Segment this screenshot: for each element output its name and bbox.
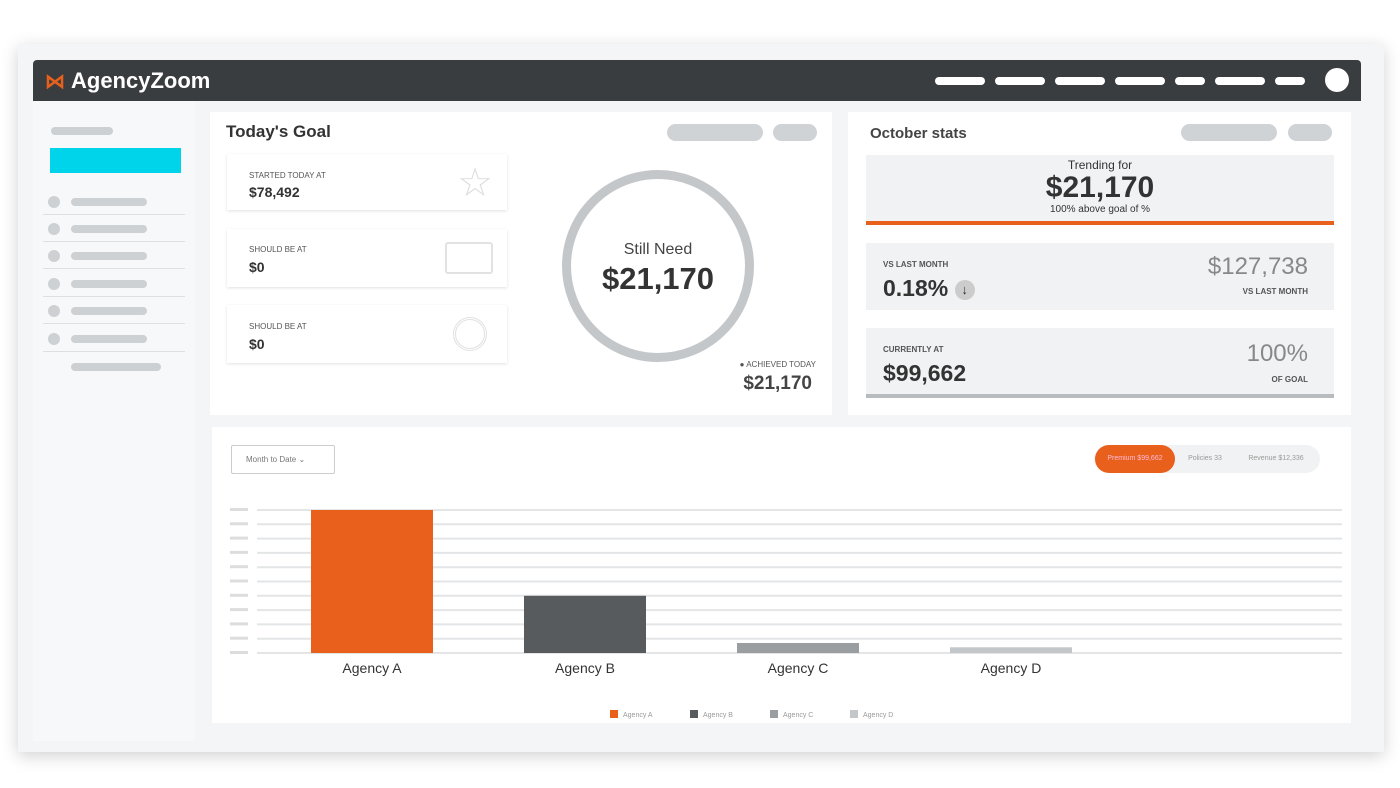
- card-value: $0: [249, 259, 265, 275]
- bar-agency-b: [524, 595, 646, 653]
- legend-label: Agency B: [703, 712, 733, 719]
- y-tick-label: [230, 608, 248, 612]
- sidebar-item[interactable]: [43, 270, 185, 297]
- progress-ring: Still Need $21,170: [562, 170, 754, 362]
- x-tick-label: Agency D: [981, 660, 1042, 676]
- vs-label: VS last month: [883, 260, 949, 269]
- tab-revenue[interactable]: Revenue $12,336: [1248, 455, 1304, 462]
- x-tick-label: Agency B: [555, 660, 615, 676]
- y-tick-label: [230, 636, 248, 640]
- goal-card: Should be at $0: [227, 229, 507, 287]
- trending-label: Trending for: [1067, 158, 1133, 172]
- sidebar-item[interactable]: [43, 325, 185, 352]
- current-pct-label: Of goal: [1271, 375, 1308, 384]
- sidebar-item[interactable]: [43, 215, 185, 242]
- x-tick-label: Agency A: [342, 660, 402, 676]
- current-label: Currently at: [883, 345, 944, 354]
- logo[interactable]: ⋈ AgencyZoom: [45, 68, 210, 94]
- panel-title: Today's Goal: [226, 122, 331, 141]
- current-pct: 100%: [1246, 340, 1308, 367]
- sidebar-item[interactable]: [43, 242, 185, 269]
- bar-agency-c: [737, 642, 859, 653]
- vs-amount-label: VS last month: [1242, 287, 1308, 296]
- ring-label: Still Need: [623, 241, 693, 258]
- bar-agency-d: [950, 647, 1072, 653]
- y-tick-label: [230, 622, 248, 626]
- sidebar-primary-button[interactable]: [50, 148, 181, 173]
- y-tick-label: [230, 536, 248, 540]
- panel-title: October stats: [870, 125, 967, 142]
- y-tick-label: [230, 550, 248, 554]
- star-icon: ☆: [457, 161, 493, 205]
- trending-sub: 100% above goal of %: [1049, 204, 1151, 215]
- arrow-down-icon: ↓: [954, 279, 975, 300]
- top-nav: [935, 77, 1305, 85]
- nav-item[interactable]: [1175, 77, 1205, 85]
- bar-chart: Agency A Agency A Agency B Agency B Agency C…: [230, 508, 1342, 719]
- card-label: Started today at: [249, 171, 326, 180]
- y-tick-label: [230, 508, 248, 511]
- trending-card: Trending for $21,170 100% above goal of …: [866, 155, 1334, 225]
- sidebar-item[interactable]: [43, 188, 185, 215]
- nav-item[interactable]: [1055, 77, 1105, 85]
- filter-pill[interactable]: [773, 124, 817, 141]
- vs-last-month-card: VS last month 0.18% ↓ $127,738 VS last m…: [866, 243, 1334, 310]
- y-tick-label: [230, 522, 248, 526]
- legend-label: Agency A: [623, 712, 653, 719]
- avatar[interactable]: [1325, 68, 1349, 92]
- legend-swatch: [610, 710, 618, 718]
- nav-item[interactable]: [1275, 77, 1305, 85]
- target-icon: [453, 317, 487, 351]
- tab-premium[interactable]: Premium $99,662: [1095, 445, 1175, 473]
- october-stats-panel: October stats Trending for $21,170 100% …: [848, 112, 1351, 415]
- logo-mark-icon: ⋈: [45, 70, 65, 93]
- todays-goal-panel: Today's Goal Started today at $78,492 ☆ …: [210, 112, 832, 415]
- card-value: $78,492: [249, 184, 300, 200]
- x-tick-label: Agency C: [768, 660, 829, 676]
- y-tick-label: [230, 565, 248, 569]
- goal-card: Started today at $78,492 ☆: [227, 154, 507, 210]
- chevron-down-icon: ⌄: [298, 455, 306, 464]
- bar-agency-a: [311, 510, 433, 653]
- card-label: Should be at: [249, 322, 307, 331]
- currently-at-card: Currently at $99,662 100% Of goal: [866, 328, 1334, 398]
- y-tick-label: [230, 651, 248, 654]
- card-label: Should be at: [249, 245, 307, 254]
- nav-item[interactable]: [1215, 77, 1265, 85]
- id-card-icon: [445, 242, 493, 274]
- ring-value: $21,170: [601, 261, 715, 296]
- period-dropdown[interactable]: Month to Date ⌄: [231, 445, 335, 474]
- nav-item[interactable]: [935, 77, 985, 85]
- current-value: $99,662: [883, 360, 967, 386]
- legend-swatch: [850, 710, 858, 718]
- metric-tabs: Premium $99,662 Policies 33 Revenue $12,…: [1094, 445, 1320, 473]
- sidebar: [33, 101, 195, 741]
- y-tick-label: [230, 579, 248, 583]
- y-tick-label: [230, 593, 248, 597]
- filter-pill[interactable]: [667, 124, 763, 141]
- chart-panel: Month to Date ⌄ Premium $99,662 Policies…: [212, 427, 1351, 723]
- legend-swatch: [690, 710, 698, 718]
- trending-value: $21,170: [1045, 171, 1155, 204]
- sidebar-heading: [51, 127, 113, 135]
- sidebar-link[interactable]: [71, 363, 161, 371]
- top-header: ⋈ AgencyZoom: [33, 60, 1361, 101]
- app-name: AgencyZoom: [71, 68, 211, 93]
- legend-swatch: [770, 710, 778, 718]
- card-value: $0: [249, 336, 265, 352]
- achieved-value: $21,170: [743, 373, 812, 394]
- tab-policies[interactable]: Policies 33: [1188, 455, 1222, 462]
- nav-item[interactable]: [995, 77, 1045, 85]
- sidebar-item[interactable]: [43, 297, 185, 324]
- achieved-label: ● Achieved today: [739, 360, 816, 369]
- filter-pill[interactable]: [1288, 124, 1332, 141]
- legend-label: Agency D: [863, 712, 893, 719]
- vs-amount: $127,738: [1207, 253, 1308, 280]
- goal-card: Should be at $0: [227, 305, 507, 363]
- filter-pill[interactable]: [1181, 124, 1277, 141]
- nav-item[interactable]: [1115, 77, 1165, 85]
- vs-value: 0.18% ↓: [883, 275, 975, 302]
- legend-label: Agency C: [783, 712, 813, 719]
